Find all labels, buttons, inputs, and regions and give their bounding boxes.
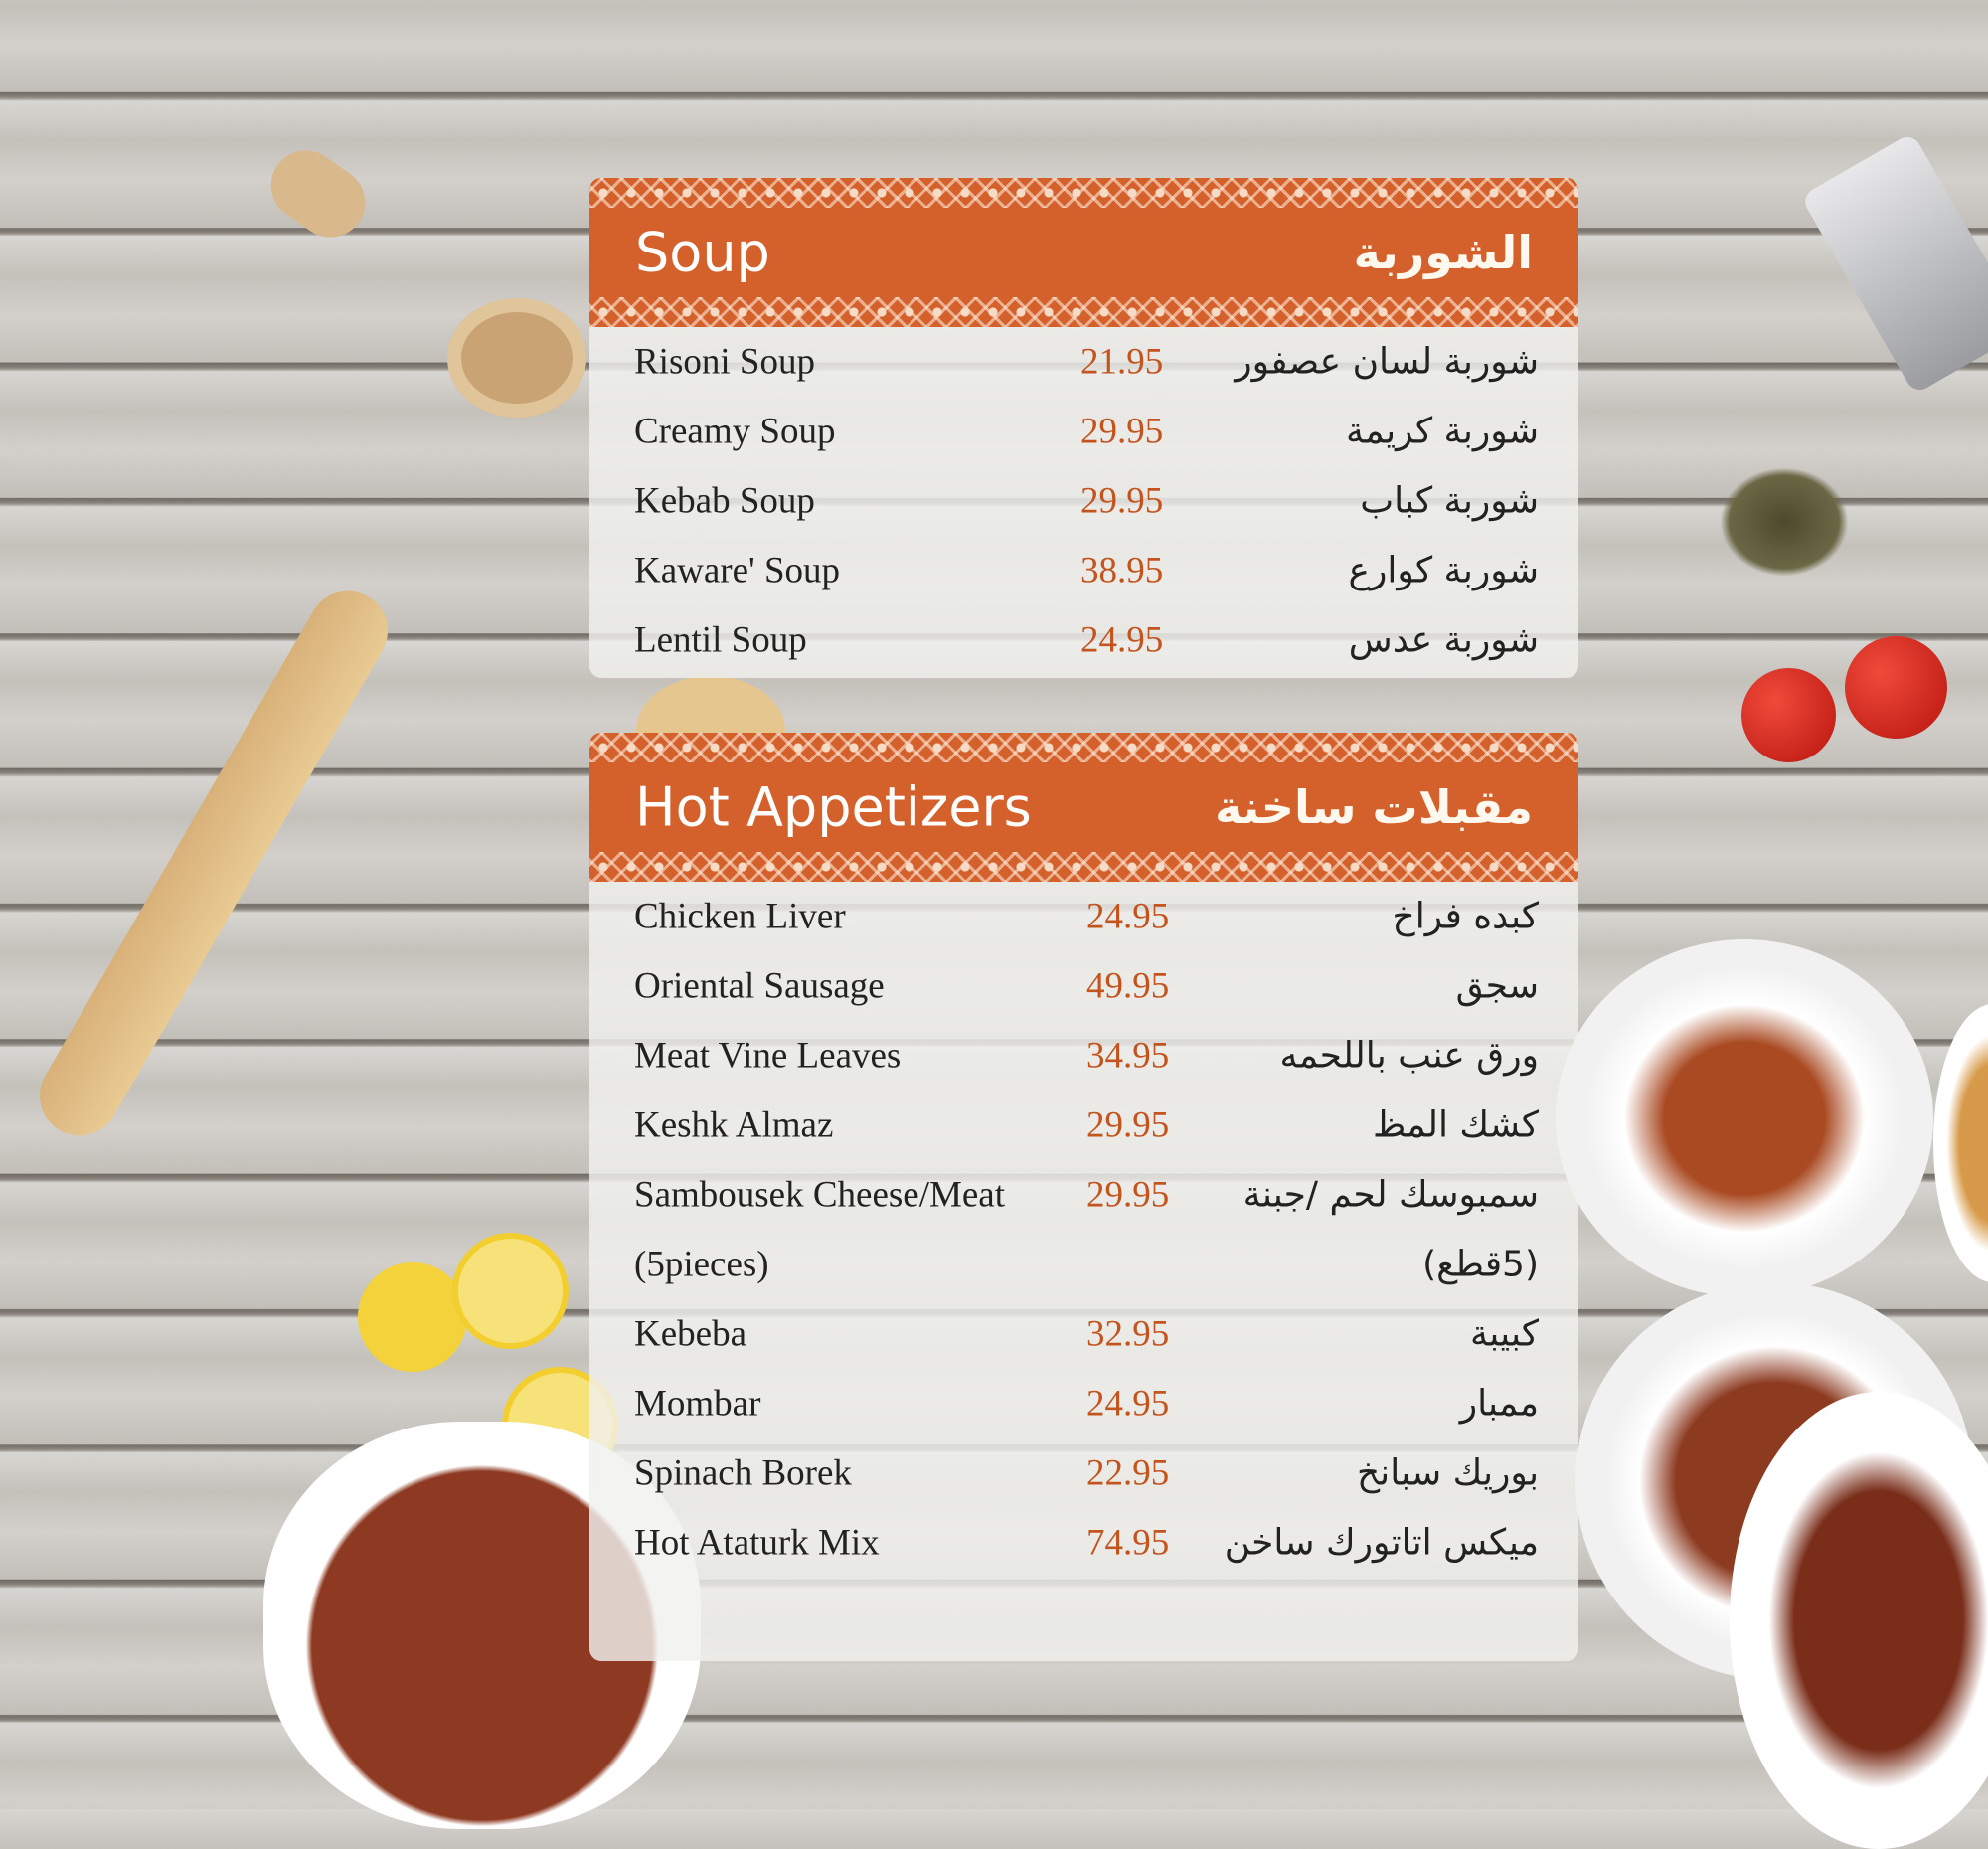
item-name-ar: ممبار [1459,1383,1539,1425]
menu-item-row: Keshk Almaz 29.95 كشك المظ [589,1091,1578,1160]
item-name-en: Kebab Soup [634,480,815,522]
item-price: 24.95 [1086,896,1170,937]
menu-item-row: Hot Ataturk Mix 74.95 ميكس اتاتورك ساخن [589,1508,1578,1578]
item-name-ar: شوربة كباب [1360,480,1539,522]
item-name-ar: بوريك سبانخ [1356,1452,1539,1494]
item-name-ar: ورق عنب باللحمه [1279,1035,1539,1077]
item-price: 24.95 [1086,1383,1170,1425]
hot-appetizers-header: Hot Appetizers مقبلات ساخنة [589,733,1578,882]
item-name-en: (5pieces) [634,1244,769,1285]
item-name-ar: شوربة كريمة [1345,411,1539,452]
item-name-ar: شوربة لسان عصفور [1235,341,1539,383]
item-name-en: Mombar [634,1383,761,1425]
item-price: 29.95 [1086,1104,1170,1146]
header-pattern [589,178,1578,208]
menu-item-row: Risoni Soup 21.95 شوربة لسان عصفور [589,327,1578,397]
soup-title-en: Soup [635,221,770,284]
sambousek-plate-image [1933,1004,1988,1282]
hot-appetizers-title-en: Hot Appetizers [635,775,1032,839]
menu-item-row: Sambousek Cheese/Meat 29.95 سمبوسك لحم /جب… [589,1160,1578,1230]
item-price: 24.95 [1080,619,1164,661]
item-price: 34.95 [1086,1035,1170,1077]
item-name-en: Lentil Soup [634,619,807,661]
lemon-image [358,1262,467,1372]
item-name-en: Spinach Borek [634,1452,852,1494]
lemon-slice-image [452,1233,569,1349]
menu-item-row: Oriental Sausage 49.95 سجق [589,951,1578,1021]
item-price: 22.95 [1086,1452,1170,1494]
soup-item-list: Risoni Soup 21.95 شوربة لسان عصفور Creamy S… [589,327,1578,675]
salt-shaker-image [1800,131,1988,396]
item-price: 29.95 [1080,480,1164,522]
header-pattern [589,733,1578,762]
wooden-spatula-image [25,577,403,1150]
tomato-image [1741,668,1836,762]
menu-item-row: Creamy Soup 29.95 شوربة كريمة [589,397,1578,466]
item-name-ar: شوربة عدس [1348,619,1539,661]
item-price: 32.95 [1086,1313,1170,1355]
herbs-image [1720,467,1849,577]
item-price: 29.95 [1080,411,1164,452]
menu-item-row: Kebeba 32.95 كبيبة [589,1299,1578,1369]
item-price: 74.95 [1086,1522,1170,1564]
item-name-en: Risoni Soup [634,341,815,383]
item-name-ar: (5قطع) [1422,1244,1539,1285]
menu-item-row: Kebab Soup 29.95 شوربة كباب [589,466,1578,536]
item-name-en: Meat Vine Leaves [634,1035,902,1077]
menu-item-row: Mombar 24.95 ممبار [589,1369,1578,1438]
soup-menu-section: Soup الشوربة Risoni Soup 21.95 شوربة لسان … [589,178,1578,678]
item-price: 21.95 [1080,341,1164,383]
hot-appetizers-item-list: Chicken Liver 24.95 كبده فراخ Oriental Saus… [589,882,1578,1578]
header-pattern [589,852,1578,882]
hot-appetizers-menu-section: Hot Appetizers مقبلات ساخنة Chicken Live… [589,733,1578,1661]
item-name-ar: ميكس اتاتورك ساخن [1224,1522,1539,1564]
item-price: 29.95 [1086,1174,1170,1216]
item-price: 38.95 [1080,550,1164,591]
item-name-en: Kaware' Soup [634,550,841,591]
kibbeh-plate-image [1556,939,1933,1297]
item-name-en: Sambousek Cheese/Meat [634,1174,1005,1216]
menu-item-row: Meat Vine Leaves 34.95 ورق عنب باللحمه [589,1021,1578,1091]
tomato-image [1845,636,1947,739]
item-name-ar: كشك المظ [1373,1104,1539,1146]
header-pattern [589,297,1578,327]
menu-item-row: Chicken Liver 24.95 كبده فراخ [589,882,1578,951]
item-name-ar: كبده فراخ [1392,896,1539,937]
menu-item-row: (5pieces) (5قطع) [589,1230,1578,1299]
item-name-en: Oriental Sausage [634,965,885,1007]
menu-item-row: Spinach Borek 22.95 بوريك سبانخ [589,1438,1578,1508]
item-name-ar: سمبوسك لحم /جبنة [1242,1174,1539,1216]
soup-title-ar: الشوربة [1353,226,1533,279]
item-name-ar: شوربة كوارع [1348,550,1539,591]
item-name-ar: كبيبة [1469,1313,1539,1355]
menu-item-row: Kaware' Soup 38.95 شوربة كوارع [589,536,1578,605]
item-name-en: Creamy Soup [634,411,836,452]
item-name-en: Chicken Liver [634,896,846,937]
wooden-scoop-bowl-image [447,298,586,418]
item-price: 49.95 [1086,965,1170,1007]
menu-item-row: Lentil Soup 24.95 شوربة عدس [589,605,1578,675]
soup-header: Soup الشوربة [589,178,1578,327]
item-name-en: Keshk Almaz [634,1104,834,1146]
item-name-ar: سجق [1455,965,1539,1007]
wooden-scoop-image [256,136,380,252]
item-name-en: Kebeba [634,1313,746,1355]
stew-plate-image [1730,1392,1988,1849]
item-name-en: Hot Ataturk Mix [634,1522,880,1564]
hot-appetizers-title-ar: مقبلات ساخنة [1215,780,1533,834]
